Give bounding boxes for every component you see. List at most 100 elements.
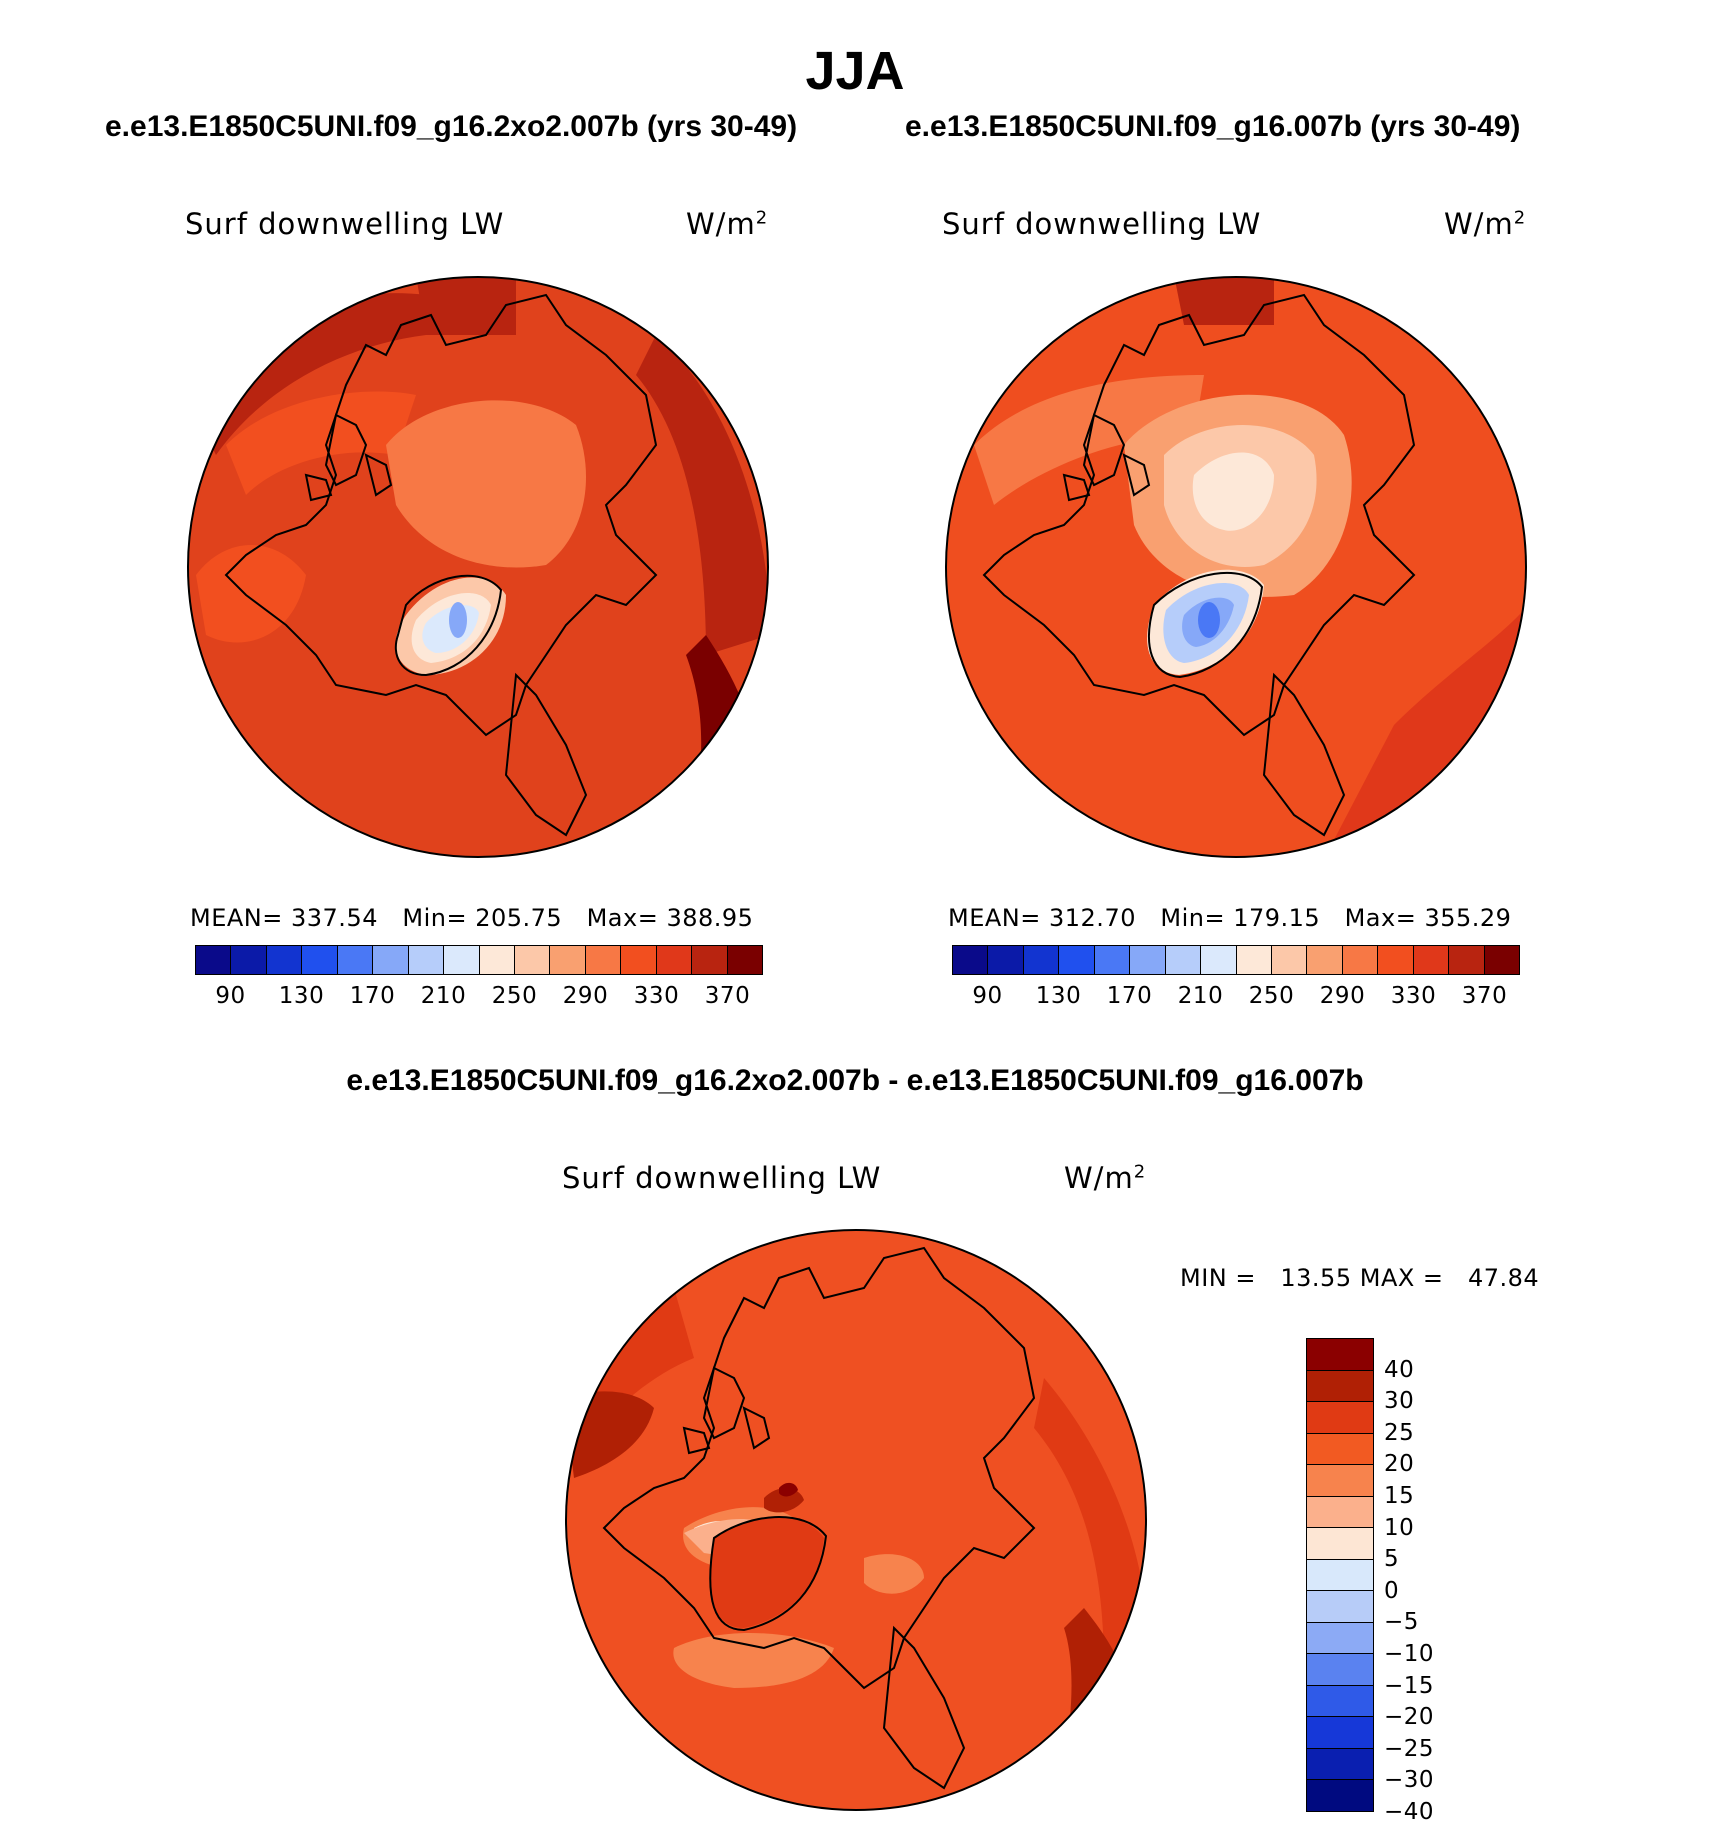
panel2-colorbar-box: [1484, 946, 1519, 974]
diff-colorbar-tick-label: −40: [1384, 1799, 1435, 1825]
diff-colorbar-tick-label: 0: [1384, 1577, 1400, 1604]
diff-colorbar-ticks: 40 30 25 20 15 10 5 0 −5 −10 −15 −20 −25 −30 −40: [1384, 1338, 1474, 1825]
diff-colorbar: [1306, 1338, 1374, 1812]
panel2-colorbar-box: [1271, 946, 1308, 974]
panel1-colorbar-box: [408, 946, 445, 974]
panel2-polar-map: [945, 276, 1527, 858]
panel1-colorbar-box: [550, 946, 586, 974]
diff-colorbar-box: [1307, 1339, 1373, 1371]
panel1-colorbar: [195, 945, 763, 975]
diff-coastline: [602, 1246, 1036, 1690]
panel1-colorbar-tick-label: 370: [704, 983, 751, 1009]
panel2-colorbar-box: [1236, 946, 1272, 974]
panel2-colorbar-tick-label: 290: [1319, 983, 1366, 1009]
panel1-coastline: [224, 293, 658, 737]
panel2-field-cream: [1192, 452, 1274, 531]
panel1-units: W/m2: [686, 207, 769, 241]
panel1-colorbar-box: [302, 946, 338, 974]
panel1-colorbar-box: [692, 946, 728, 974]
panel2-colorbar-box: [953, 946, 989, 974]
panel2-colorbar-box: [1059, 946, 1095, 974]
diff-colorbar-box: [1307, 1654, 1373, 1686]
diff-colorbar-box: [1307, 1528, 1373, 1560]
diff-colorbar-tick-label: −15: [1384, 1672, 1435, 1699]
panel2-colorbar-tick-label: 90: [972, 983, 1003, 1009]
panel1-colorbar-box: [373, 946, 409, 974]
panel1-colorbar-tick-label: 330: [633, 983, 680, 1009]
panel2-colorbar-box: [1378, 946, 1414, 974]
panel2-colorbar-tick-label: 330: [1390, 983, 1437, 1009]
panel1-field-dark: [636, 335, 768, 655]
panel1-colorbar-box: [266, 946, 303, 974]
panel1-colorbar-box: [337, 946, 374, 974]
page-title: JJA: [805, 41, 905, 101]
diff-colorbar-box: [1307, 1591, 1373, 1623]
panel1-polar-map: [187, 276, 769, 858]
diff-colorbar-tick-label: 10: [1384, 1514, 1415, 1541]
diff-colorbar-box: [1307, 1748, 1373, 1781]
panel2-colorbar-tick-label: 170: [1106, 983, 1153, 1009]
panel2-colorbar-box: [1307, 946, 1343, 974]
panel1-stats: MEAN= 337.54 Min= 205.75 Max= 388.95: [190, 904, 754, 932]
panel1-colorbar-box: [231, 946, 267, 974]
diff-colorbar-box: [1307, 1717, 1373, 1749]
diff-colorbar-tick-label: −5: [1384, 1609, 1419, 1636]
diff-colorbar-tick-label: 25: [1384, 1419, 1415, 1446]
diff-colorbar-box: [1307, 1780, 1373, 1811]
diff-coastline: [882, 1625, 966, 1790]
diff-field-dark: [710, 1517, 824, 1628]
diff-stats: MIN = 13.55 MAX = 47.84: [1180, 1264, 1540, 1292]
panel1-field-lightorange: [386, 400, 586, 568]
panel1-field-orange: [226, 391, 416, 495]
diff-colorbar-tick-label: −10: [1384, 1641, 1435, 1667]
panel2-colorbar-ticks: 90 130 170 210 250 290 330 370: [952, 983, 1520, 1013]
panel1-variable: Surf downwelling LW: [185, 207, 505, 241]
diff-polar-map: [565, 1229, 1147, 1811]
panel1-colorbar-box: [479, 946, 515, 974]
diff-colorbar-tick-label: −25: [1384, 1735, 1435, 1762]
panel1-colorbar-tick-label: 170: [349, 983, 396, 1009]
panel2-colorbar-box: [1023, 946, 1060, 974]
diff-colorbar-tick-label: −20: [1384, 1704, 1435, 1731]
diff-coastline: [682, 1366, 771, 1455]
panel2-stats: MEAN= 312.70 Min= 179.15 Max= 355.29: [948, 904, 1512, 932]
panel1-colorbar-tick-label: 250: [491, 983, 538, 1009]
panel2-colorbar-tick-label: 130: [1035, 983, 1082, 1009]
panel2-coastline: [1148, 571, 1264, 679]
diff-field-darker: [764, 1488, 804, 1513]
panel2-colorbar: [952, 945, 1520, 975]
panel2-field-blue: [1198, 602, 1220, 638]
diff-colorbar-box: [1307, 1622, 1373, 1655]
panel2-colorbar-box: [988, 946, 1024, 974]
panel2-case-label: e.e13.E1850C5UNI.f09_g16.007b (yrs 30-49…: [905, 110, 1521, 143]
panel2-colorbar-box: [1094, 946, 1131, 974]
panel1-colorbar-ticks: 90 130 170 210 250 290 330 370: [195, 983, 763, 1013]
panel1-colorbar-box: [196, 946, 232, 974]
diff-colorbar-tick-label: −30: [1384, 1767, 1435, 1794]
panel1-colorbar-box: [444, 946, 480, 974]
panel1-field-dark: [188, 293, 426, 455]
panel2-colorbar-box: [1201, 946, 1237, 974]
panel1-colorbar-tick-label: 130: [278, 983, 325, 1009]
diff-colorbar-tick-label: 20: [1384, 1451, 1415, 1478]
panel2-coastline: [1062, 413, 1151, 502]
panel1-colorbar-box: [621, 946, 657, 974]
panel1-field-dark: [416, 277, 516, 335]
diff-variable: Surf downwelling LW: [562, 1161, 882, 1195]
diff-field-darkest: [779, 1482, 798, 1497]
diff-title: e.e13.E1850C5UNI.f09_g16.2xo2.007b - e.e…: [346, 1064, 1364, 1097]
panel1-colorbar-box: [585, 946, 622, 974]
diff-colorbar-box: [1307, 1496, 1373, 1529]
panel1-coastline: [394, 574, 503, 677]
panel1-field-orange: [196, 545, 306, 643]
diff-colorbar-box: [1307, 1370, 1373, 1403]
panel1-colorbar-tick-label: 90: [215, 983, 246, 1009]
panel2-colorbar-tick-label: 210: [1177, 983, 1224, 1009]
panel2-variable: Surf downwelling LW: [942, 207, 1262, 241]
panel2-coastline: [982, 293, 1416, 737]
panel1-colorbar-tick-label: 210: [420, 983, 467, 1009]
panel2-units: W/m2: [1444, 207, 1527, 241]
diff-colorbar-box: [1307, 1685, 1373, 1718]
diff-colorbar-tick-label: 30: [1384, 1388, 1415, 1415]
diff-units: W/m2: [1064, 1161, 1147, 1195]
